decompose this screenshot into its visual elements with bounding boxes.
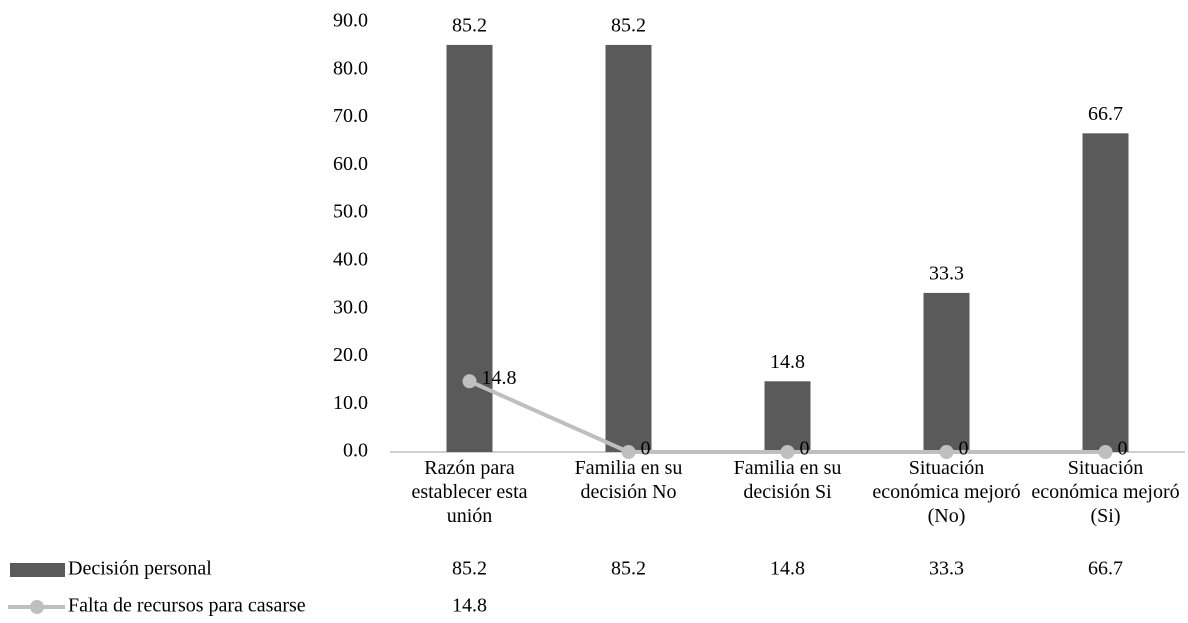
y-tick-label: 70.0 [333,105,368,127]
table-value: 14.8 [770,558,805,580]
bar [446,44,493,452]
y-tick-label: 10.0 [333,392,368,414]
data-label: 66.7 [1088,103,1123,125]
y-tick-label: 60.0 [333,153,368,175]
data-label: 33.3 [929,262,964,284]
table-value: 14.8 [452,595,487,617]
table-value: 66.7 [1088,558,1123,580]
y-tick-label: 50.0 [333,201,368,223]
bar [605,44,652,452]
data-label: 85.2 [611,15,646,37]
table-value: 85.2 [452,558,487,580]
y-tick-label: 40.0 [333,248,368,270]
line-marker [1098,445,1113,459]
legend-swatch [10,563,65,577]
y-tick-label: 30.0 [333,296,368,318]
line-marker [462,374,477,389]
data-label: 0 [641,438,651,460]
bar [1082,133,1129,453]
line-marker [780,445,795,459]
bar [923,292,970,452]
y-tick-label: 80.0 [333,57,368,79]
y-tick-label: 90.0 [333,10,368,32]
x-tick-label: Razón para establecer esta unión [411,457,528,527]
bar [764,381,811,452]
data-label: 0 [800,438,810,460]
data-label: 85.2 [452,15,487,37]
y-tick-label: 20.0 [333,344,368,366]
data-label: 14.8 [770,351,805,373]
x-tick-label: Situación económica mejoró (Si) [1031,457,1180,527]
data-label: 0 [1118,438,1128,460]
data-label: 14.8 [482,367,517,389]
x-tick-label: Familia en su decisión No [574,457,683,503]
x-tick-label: Situación económica mejoró (No) [872,457,1021,527]
legend-swatch [30,600,44,614]
y-tick-label: 0.0 [343,440,368,462]
table-value: 85.2 [611,558,646,580]
line-marker [939,445,954,459]
data-label: 0 [959,438,969,460]
table-value: 33.3 [929,558,964,580]
line-marker [621,445,636,459]
legend-label: Decisión personal [68,558,212,580]
legend-label: Falta de recursos para casarse [68,595,306,617]
x-tick-label: Familia en su decisión Si [733,457,842,503]
